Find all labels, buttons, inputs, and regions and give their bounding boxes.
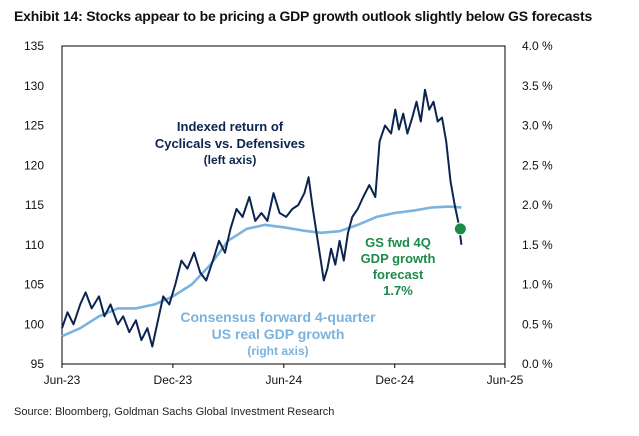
annotation-cyclicals-line3: (left axis) <box>204 153 257 167</box>
y-right-tick-label: 3.0 % <box>522 119 553 133</box>
chart-title: Exhibit 14: Stocks appear to be pricing … <box>14 8 593 24</box>
y-left-tick-label: 100 <box>24 317 44 331</box>
x-tick-label: Jun-25 <box>487 373 524 387</box>
y-right-tick-label: 2.5 % <box>522 158 553 172</box>
y-right-tick-label: 0.0 % <box>522 357 553 371</box>
x-tick-label: Jun-23 <box>44 373 81 387</box>
gs-forecast-marker <box>453 222 467 236</box>
y-right-tick-label: 1.5 % <box>522 238 553 252</box>
y-right-tick-label: 2.0 % <box>522 198 553 212</box>
annotation-gs-line2: GDP growth <box>361 251 436 266</box>
y-left-tick-label: 95 <box>31 357 45 371</box>
annotation-gs-line1: GS fwd 4Q <box>365 235 431 250</box>
annotation-cyclicals-line1: Indexed return of <box>177 119 284 134</box>
y-left-tick-label: 110 <box>25 238 44 252</box>
source-note: Source: Bloomberg, Goldman Sachs Global … <box>14 406 335 418</box>
annotation-gs-line4: 1.7% <box>383 283 413 298</box>
consensus-gdp-line <box>61 205 462 338</box>
cyclicals-vs-defensives-line <box>61 88 463 348</box>
y-right-tick-label: 1.0 % <box>522 278 553 292</box>
annotation-consensus-line1: Consensus forward 4-quarter <box>180 309 376 325</box>
y-right-tick-label: 0.5 % <box>522 317 553 331</box>
y-left-tick-label: 120 <box>24 158 44 172</box>
annotation-cyclicals-line2: Cyclicals vs. Defensives <box>155 136 305 151</box>
annotation-consensus-line3: (right axis) <box>247 344 308 358</box>
x-tick-label: Dec-23 <box>154 373 193 387</box>
annotation-consensus-line2: US real GDP growth <box>212 326 345 342</box>
y-left-tick-label: 135 <box>24 39 44 53</box>
y-right-tick-label: 3.5 % <box>522 79 553 93</box>
x-tick-label: Dec-24 <box>375 373 414 387</box>
y-left-tick-label: 130 <box>24 79 44 93</box>
y-left-tick-label: 115 <box>25 198 44 212</box>
y-left-tick-label: 105 <box>24 278 44 292</box>
y-right-tick-label: 4.0 % <box>522 39 553 53</box>
y-left-tick-label: 125 <box>24 119 44 133</box>
annotation-gs-line3: forecast <box>373 267 424 282</box>
x-tick-label: Jun-24 <box>265 373 302 387</box>
